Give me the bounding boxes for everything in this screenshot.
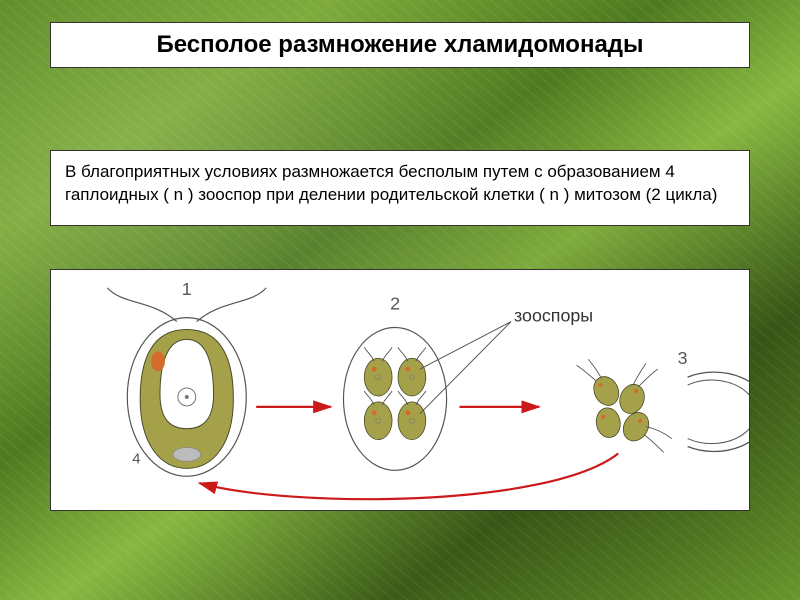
slide-description: В благоприятных условиях размножается бе… (50, 150, 750, 226)
zoospore-icon (594, 406, 623, 439)
zoospore-icon (364, 347, 392, 396)
pyrenoid-icon (173, 448, 201, 462)
zoospore-icon (364, 391, 392, 440)
slide-title: Бесполое размножение хламидомонады (50, 22, 750, 68)
nucleolus-icon (185, 395, 189, 399)
diagram-svg: 1 4 (51, 270, 749, 510)
annotation-callout-line (420, 322, 511, 414)
zoospore-icon (616, 363, 658, 417)
cell-membrane-icon (343, 328, 446, 471)
reproduction-diagram: 1 4 (50, 269, 750, 511)
slide-page: Бесполое размножение хламидомонады В бла… (0, 0, 800, 600)
zoospore-icon (398, 391, 426, 440)
stage-1: 1 4 (107, 279, 266, 476)
stage-3-label: 3 (678, 348, 688, 368)
stage-1-label: 1 (182, 279, 192, 299)
stage-2-label: 2 (390, 294, 400, 314)
broken-membrane-inner-icon (688, 380, 749, 443)
stage-4-label: 4 (132, 451, 140, 467)
flagellum-icon (197, 288, 266, 322)
zoospore-icon (577, 359, 624, 409)
zoospore-icon (398, 347, 426, 396)
eyespot-icon (151, 351, 165, 371)
zoospore-icon (618, 408, 671, 453)
broken-membrane-icon (688, 372, 749, 451)
flagellum-icon (107, 288, 176, 322)
zoospore-annotation: зооспоры (514, 306, 593, 326)
stage-3: 3 (577, 348, 749, 452)
return-arrow-icon (200, 453, 619, 499)
stage-2: 2 (343, 294, 446, 471)
